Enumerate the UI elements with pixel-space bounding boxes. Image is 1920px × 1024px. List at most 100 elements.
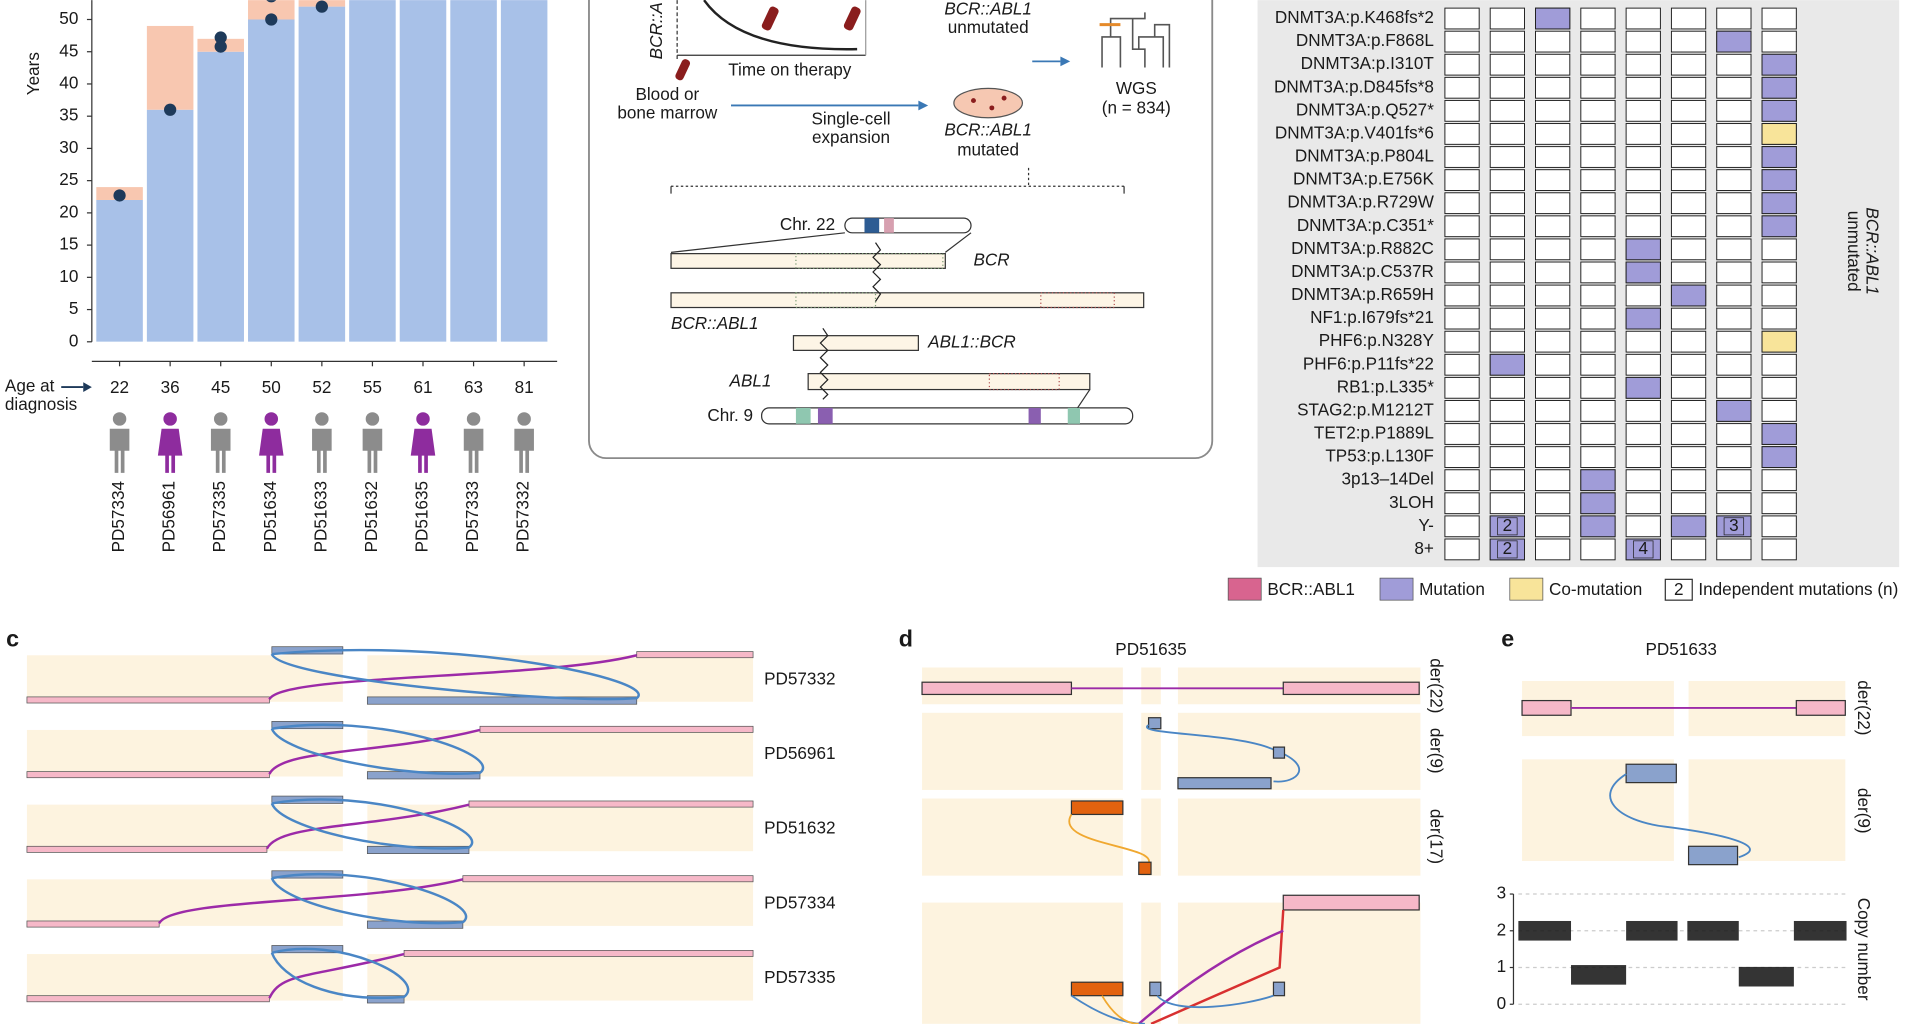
segment [26,845,268,853]
decoration [989,105,995,111]
panel-letter: c [6,626,19,652]
cell [1761,261,1797,284]
row-label: DNMT3A:p.R882C [1291,238,1434,258]
cell [1489,76,1525,99]
track-bg [26,879,343,926]
cell-hit [1580,469,1616,492]
legend-swatch [1509,577,1544,601]
y-tick-label: 35 [59,105,78,125]
count: 2 [1503,538,1513,558]
icon-body [157,428,183,473]
segment [366,696,638,705]
y-tick-label: 50 [59,8,78,28]
copy-number-band [1793,920,1847,941]
decoration [588,0,1214,460]
segment [1272,746,1286,759]
cell [1489,330,1525,353]
cell [1625,353,1661,376]
cell [1489,446,1525,468]
cell [1489,400,1525,422]
junction [270,947,410,1000]
cell [1580,169,1616,191]
bar-segment [298,6,346,342]
cell [1535,284,1571,307]
y-axis-label: Years [23,52,43,95]
cell [1761,400,1797,422]
legend-swatch [1379,577,1414,601]
x-tick-label: 52 [312,377,331,397]
row-label: PHF6:p.P11fs*22 [1303,353,1434,373]
cell [1535,169,1571,191]
cell [1535,146,1571,168]
cell [1716,99,1752,122]
cell-hit [1716,30,1752,53]
cell [1716,238,1752,261]
decoration [670,292,1145,309]
cell [1444,400,1480,422]
person-icon [259,412,284,473]
cell [1535,330,1571,353]
track-bg [922,712,1123,790]
person-icon [362,412,383,473]
segment [366,920,464,929]
track-bg [922,902,1123,1024]
point [266,0,277,3]
cell [1625,30,1661,53]
cell [1580,538,1616,561]
cell [1580,400,1616,422]
panel-letter: e [1501,626,1514,652]
bar-segment [197,51,244,342]
junction [270,723,484,775]
cell [1625,53,1661,76]
side-label: unmutated [1844,211,1864,292]
track-bg [26,655,343,702]
cell [1444,169,1480,191]
copy-number-band [1518,920,1572,941]
legend-label: Independent mutations (n) [1698,579,1898,599]
bars [96,0,548,342]
cell-hit [1716,400,1752,422]
decoration [864,218,880,233]
cell-hit [1761,169,1797,191]
segment [366,845,470,854]
cell [1489,146,1525,168]
x-tick-label: 55 [363,377,382,397]
segment [1149,981,1162,997]
cell [1444,307,1480,330]
track-label: der(22) [1854,680,1874,735]
cell-hit [1489,353,1525,376]
cell-hit [1761,146,1797,168]
x-axis-label: Age at [5,376,55,396]
cell [1625,7,1661,30]
cell [1580,192,1616,215]
cell [1489,99,1525,122]
cell [1535,192,1571,215]
y-tick-label: 40 [59,72,78,92]
cell [1625,169,1661,191]
decoration [1077,389,1091,409]
patient-id: PD56961 [159,481,179,552]
label: Chr. 22 [780,214,835,234]
link [1137,929,1284,1024]
decoration [761,6,779,31]
bar-segment [500,0,548,342]
label: Chr. 9 [707,405,753,425]
decoration [884,218,894,233]
cell [1535,400,1571,422]
cell [1535,76,1571,99]
icon-head [213,412,228,426]
icon-body [259,428,284,473]
decoration [944,232,972,253]
track-label: Copy number [1854,898,1874,1001]
cell [1625,192,1661,215]
cell [1761,7,1797,30]
cell [1444,30,1480,53]
row-label: PD57334 [764,892,836,912]
cell [1580,76,1616,99]
cell [1580,215,1616,238]
cell [1489,215,1525,238]
icon-body [463,428,484,473]
cell [1761,538,1797,561]
